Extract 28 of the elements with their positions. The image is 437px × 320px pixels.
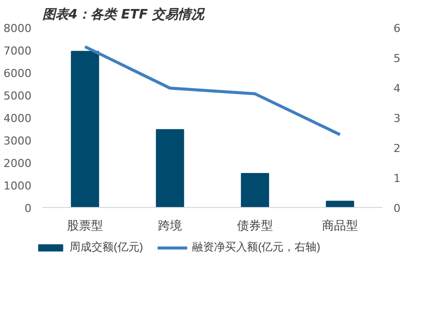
bar <box>326 200 354 208</box>
x-tick-label: 跨境 <box>158 218 182 232</box>
legend-label: 融资净买入额(亿元，右轴) <box>192 240 320 254</box>
y-tick-label: 2000 <box>4 157 32 170</box>
y-tick-label: 5000 <box>4 90 32 102</box>
y2-tick-label: 1 <box>394 172 400 185</box>
y-tick-label: 6000 <box>4 67 32 80</box>
bar <box>156 129 184 208</box>
y2-tick-label: 6 <box>394 22 400 35</box>
y-tick-label: 3000 <box>4 134 32 148</box>
y2-tick-label: 5 <box>394 52 400 65</box>
x-tick-label: 商品型 <box>322 218 358 232</box>
y2-tick-label: 0 <box>394 202 400 215</box>
y-tick-label: 4000 <box>4 112 32 125</box>
y-tick-label: 8000 <box>4 22 32 35</box>
y-tick-label: 0 <box>24 202 32 215</box>
y-tick-label: 1000 <box>4 180 32 192</box>
x-tick-label: 债券型 <box>237 218 273 232</box>
y2-tick-label: 3 <box>394 112 400 125</box>
chart-title: 图表4：各类 ETF 交易情况 <box>42 6 206 22</box>
bar <box>240 173 270 208</box>
legend-label: 周成交额(亿元) <box>70 240 143 254</box>
y-tick-label: 7000 <box>4 44 32 58</box>
y2-tick-label: 2 <box>394 142 400 155</box>
bar <box>70 50 100 208</box>
line-series <box>84 45 342 136</box>
y2-tick-label: 4 <box>394 82 400 95</box>
x-tick-label: 股票型 <box>67 218 103 232</box>
